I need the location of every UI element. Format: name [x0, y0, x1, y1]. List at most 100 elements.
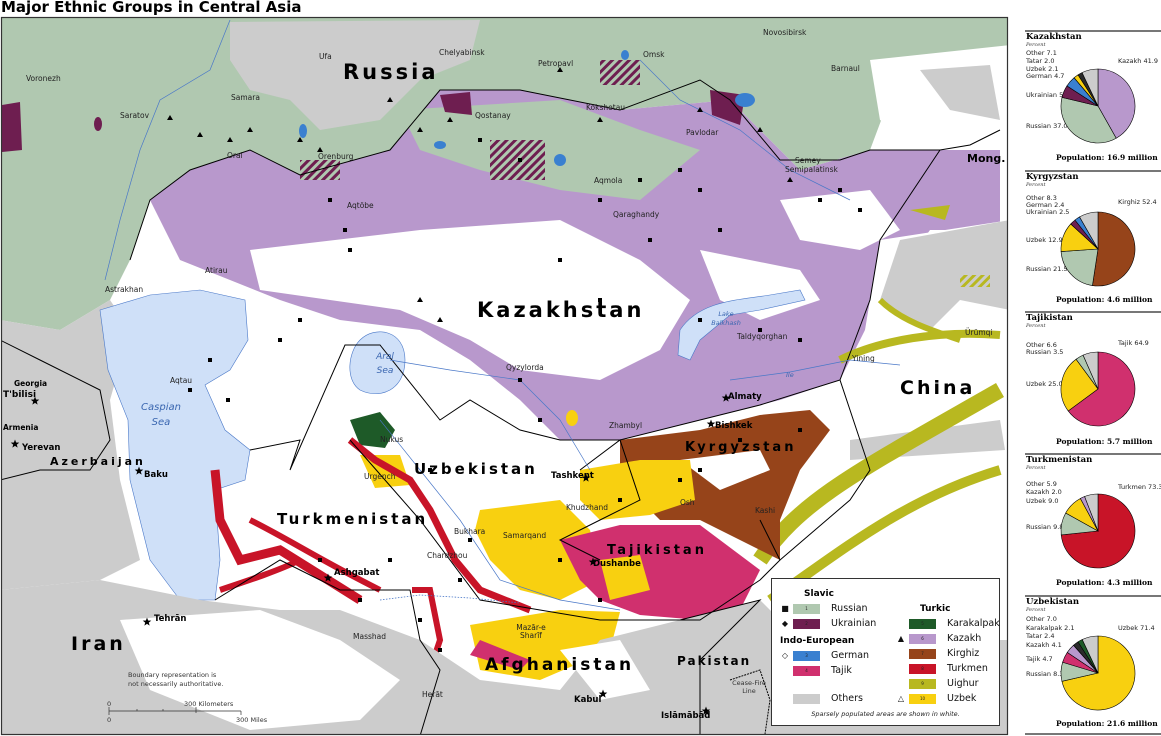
- pie-slice-russian: [1060, 512, 1099, 536]
- legend-label-others: Others: [831, 693, 863, 704]
- pie-unit-tajikistan: Percent: [1026, 323, 1046, 329]
- pie-slice-uzbek: [1061, 635, 1136, 711]
- city-petropavl: Petropavl: [538, 59, 574, 68]
- russian-settlement-marker: [678, 168, 682, 172]
- legend-heading-indo-european: Indo-European: [780, 636, 855, 646]
- pie-slice-uzbek: [1060, 223, 1099, 252]
- russian-settlement-marker: [388, 558, 392, 562]
- pie-unit-kazakhstan: Percent: [1026, 42, 1046, 48]
- capital-star-icon: [598, 689, 608, 698]
- legend-label-kirghiz: Kirghiz: [947, 648, 980, 659]
- pie-label-other: Other 5.9: [1026, 480, 1057, 488]
- pie-slice-german: [1074, 216, 1099, 250]
- legend-label-uzbek: Uzbek: [947, 693, 977, 704]
- pie-title-uzbekistan: Uzbekistan: [1026, 597, 1080, 607]
- scale-zero-mi: 0: [107, 716, 112, 724]
- kazakh-settlement-marker: [597, 117, 603, 122]
- pie-slice-karakalpak: [1077, 639, 1099, 674]
- city-aqtau: Aqtau: [170, 376, 193, 385]
- pie-label-tatar: Tatar 2.0: [1026, 57, 1055, 65]
- russian-settlement-marker: [718, 228, 722, 232]
- pie-label-russian: Russian 3.5: [1026, 348, 1064, 356]
- legend-swatch-others: [793, 693, 820, 704]
- legend-swatch-uzbek: 10: [909, 693, 936, 704]
- russian-settlement-marker: [428, 468, 432, 472]
- pie-label-russian: Russian 37.0: [1026, 122, 1068, 130]
- capital-star-icon: [134, 466, 144, 475]
- capital-almaty: Almaty: [728, 392, 762, 402]
- legend-marker-kazakh: ▲: [897, 634, 905, 643]
- boundary-note-1: Boundary representation is: [128, 671, 217, 679]
- capital-ashgabat: Ashgabat: [334, 568, 380, 578]
- pie-slice-other: [1081, 635, 1099, 674]
- legend-label-turkmen: Turkmen: [947, 663, 988, 674]
- label-kyrgyzstan: Kyrgyzstan: [685, 440, 797, 455]
- kazakh-settlement-marker: [557, 67, 563, 72]
- russian-settlement-marker: [468, 538, 472, 542]
- kazakh-settlement-marker: [387, 97, 393, 102]
- legend-swatch-kazakh: 6: [909, 633, 936, 644]
- river-irtysh: [639, 59, 851, 201]
- pie-title-turkmenistan: Turkmenistan: [1026, 455, 1093, 465]
- pie-label-kirghiz: Kirghiz 52.4: [1118, 198, 1157, 206]
- capital-star-icon: [588, 557, 598, 566]
- city-chelyabinsk: Chelyabinsk: [439, 48, 485, 57]
- russian-settlement-marker: [598, 198, 602, 202]
- city-bukhara: Bukhara: [454, 527, 486, 536]
- label-pakistan: Pakistan: [677, 654, 752, 668]
- pie-slice-kazakh: [1066, 644, 1099, 674]
- russian-settlement-marker: [328, 198, 332, 202]
- legend-label-tajik: Tajik: [831, 665, 852, 676]
- pie-label-turkmen: Turkmen 73.3: [1118, 483, 1161, 491]
- capital-star-icon: [721, 393, 731, 402]
- legend-swatch-kirghiz: 7: [909, 648, 936, 659]
- label-tajikistan: Tajikistan: [607, 543, 707, 558]
- legend-item-uighur: 9 Uighur: [896, 678, 979, 689]
- scale-bar: [108, 707, 242, 715]
- legend-label-german: German: [831, 650, 870, 661]
- city-ufa: Ufa: [319, 52, 332, 61]
- legend-heading-slavic: Slavic: [804, 589, 834, 599]
- pie-label-other: Other 8.3: [1026, 194, 1057, 202]
- russian-settlement-marker: [698, 468, 702, 472]
- legend-swatch-uighur: 9: [909, 678, 936, 689]
- russian-settlement-marker: [343, 228, 347, 232]
- lake-balkhash: [677, 289, 806, 361]
- pie-label-german: German 4.7: [1026, 72, 1065, 80]
- city-zhambyl: Zhambyl: [609, 421, 643, 430]
- pie-separator: [1025, 311, 1161, 313]
- kazakh-settlement-marker: [197, 132, 203, 137]
- legend-label-karakalpak: Karakalpak: [947, 618, 1000, 629]
- label-caspian-sea: Caspian Sea: [141, 402, 181, 428]
- russian-settlement-marker: [598, 598, 602, 602]
- label-kazakhstan: Kazakhstan: [477, 298, 645, 322]
- kazakh-settlement-marker: [417, 127, 423, 132]
- legend-item-others: Others: [780, 693, 863, 704]
- russian-settlement-marker: [518, 158, 522, 162]
- legend-label-ukrainian: Ukrainian: [831, 618, 877, 629]
- ceasefire-label-1: Cease-Fire: [732, 679, 766, 687]
- russian-settlement-marker: [858, 208, 862, 212]
- pie-slice-tajik: [1067, 351, 1136, 427]
- pie-slice-tatar: [1073, 641, 1099, 674]
- city-orenburg: Orenburg: [318, 152, 354, 161]
- legend-swatch-turkmen: 8: [909, 663, 936, 674]
- pie-slice-uzbek: [1073, 74, 1099, 107]
- legend-item-russian: ■ 1 Russian: [780, 603, 867, 614]
- city-voronezh: Voronezh: [26, 74, 61, 83]
- city-semipalatinsk: Semipalatinsk: [785, 165, 838, 174]
- pie-label-other: Other 6.6: [1026, 341, 1057, 349]
- city-aqtobe: Aqtöbe: [347, 201, 374, 210]
- city-qyzylorda: Qyzylorda: [506, 363, 544, 372]
- legend-item-german: ◇ 3 German: [780, 650, 869, 661]
- city-khudzhand: Khudzhand: [566, 503, 608, 512]
- city-pavlodar: Pavlodar: [686, 128, 719, 137]
- pie-unit-kyrgyzstan: Percent: [1026, 182, 1046, 188]
- russian-settlement-marker: [226, 398, 230, 402]
- kazakh-settlement-marker: [787, 177, 793, 182]
- russian-settlement-marker: [478, 138, 482, 142]
- capital-dushanbe: Dushanbe: [593, 559, 641, 569]
- capital-star-icon: [701, 706, 711, 715]
- border-mongolia: [939, 129, 1001, 151]
- label-afghanistan: Afghanistan: [485, 655, 635, 675]
